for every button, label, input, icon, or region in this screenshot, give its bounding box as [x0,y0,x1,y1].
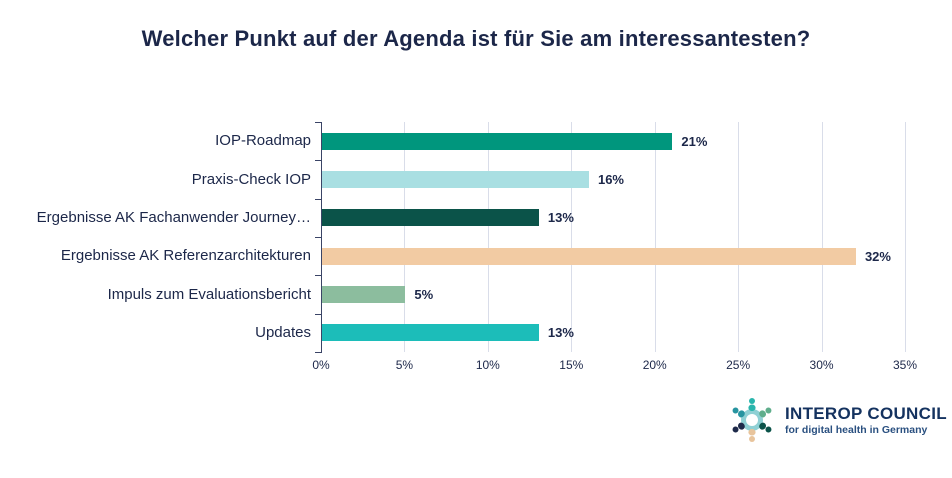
category-label: Impuls zum Evaluationsbericht [107,285,311,303]
bar-iop-roadmap [322,132,673,150]
category-label: IOP-Roadmap [215,132,311,150]
category-axis-line [321,122,322,353]
gridline-30% [821,122,823,352]
x-tick-label: 10% [475,358,500,372]
category-tick [315,275,321,276]
bar-praxis-check-iop [322,171,589,188]
interop-council-logo-icon [732,398,772,442]
x-tick-label: 20% [642,358,667,372]
category-tick [315,352,321,353]
plot-area: 21% 16% 13% 32% 5% 13% [321,122,906,352]
category-tick [315,314,321,315]
x-tick-label: 5% [395,358,414,372]
logo-text: INTEROP COUNCIL for digital health in Ge… [785,404,947,437]
x-tick-label: 25% [726,358,751,372]
gridline-5% [404,122,406,352]
x-tick-label: 15% [559,358,584,372]
logo-title: INTEROP COUNCIL [785,403,947,423]
bar-ergebnisse-ak-referenzarchitekturen [322,247,856,265]
chart-title: Welcher Punkt auf der Agenda ist für Sie… [141,26,811,51]
value-label: 5% [414,287,434,302]
category-tick [315,122,321,123]
category-label: Updates [255,323,311,341]
bar-updates [322,324,539,342]
value-label: 21% [681,133,708,149]
x-tick-label: 30% [809,358,834,372]
bar-chart: 21% 16% 13% 32% 5% 13% IOP-Roadmap Praxis-Chec… [0,122,952,353]
gridline-20% [654,122,656,352]
gridline-35% [905,122,906,352]
category-label: Ergebnisse AK Referenzarchitekturen [60,247,311,265]
value-label: 13% [547,210,574,226]
bar-impuls-zum-evaluationsbericht [322,286,406,303]
category-label: Praxis-Check IOP [191,170,311,188]
x-axis: 0% 5% 10% 15% 20% 25% 30% 35% [312,358,917,376]
x-tick-label: 0% [312,358,330,372]
gridline-10% [487,122,489,352]
gridline-25% [738,122,740,352]
value-label: 16% [597,172,624,187]
logo-subtitle: for digital health in Germany [785,423,928,436]
bar-ergebnisse-ak-fachanwender-journey [322,209,539,227]
category-tick [315,237,321,238]
interop-council-logo: INTEROP COUNCIL for digital health in Ge… [727,396,947,444]
category-label: Ergebnisse AK Fachanwender Journey… [36,208,311,226]
category-tick [315,160,321,161]
value-label: 32% [864,248,891,264]
value-label: 13% [547,325,574,341]
gridline-15% [571,122,573,352]
x-tick-label: 35% [892,358,918,372]
category-tick [315,199,321,200]
